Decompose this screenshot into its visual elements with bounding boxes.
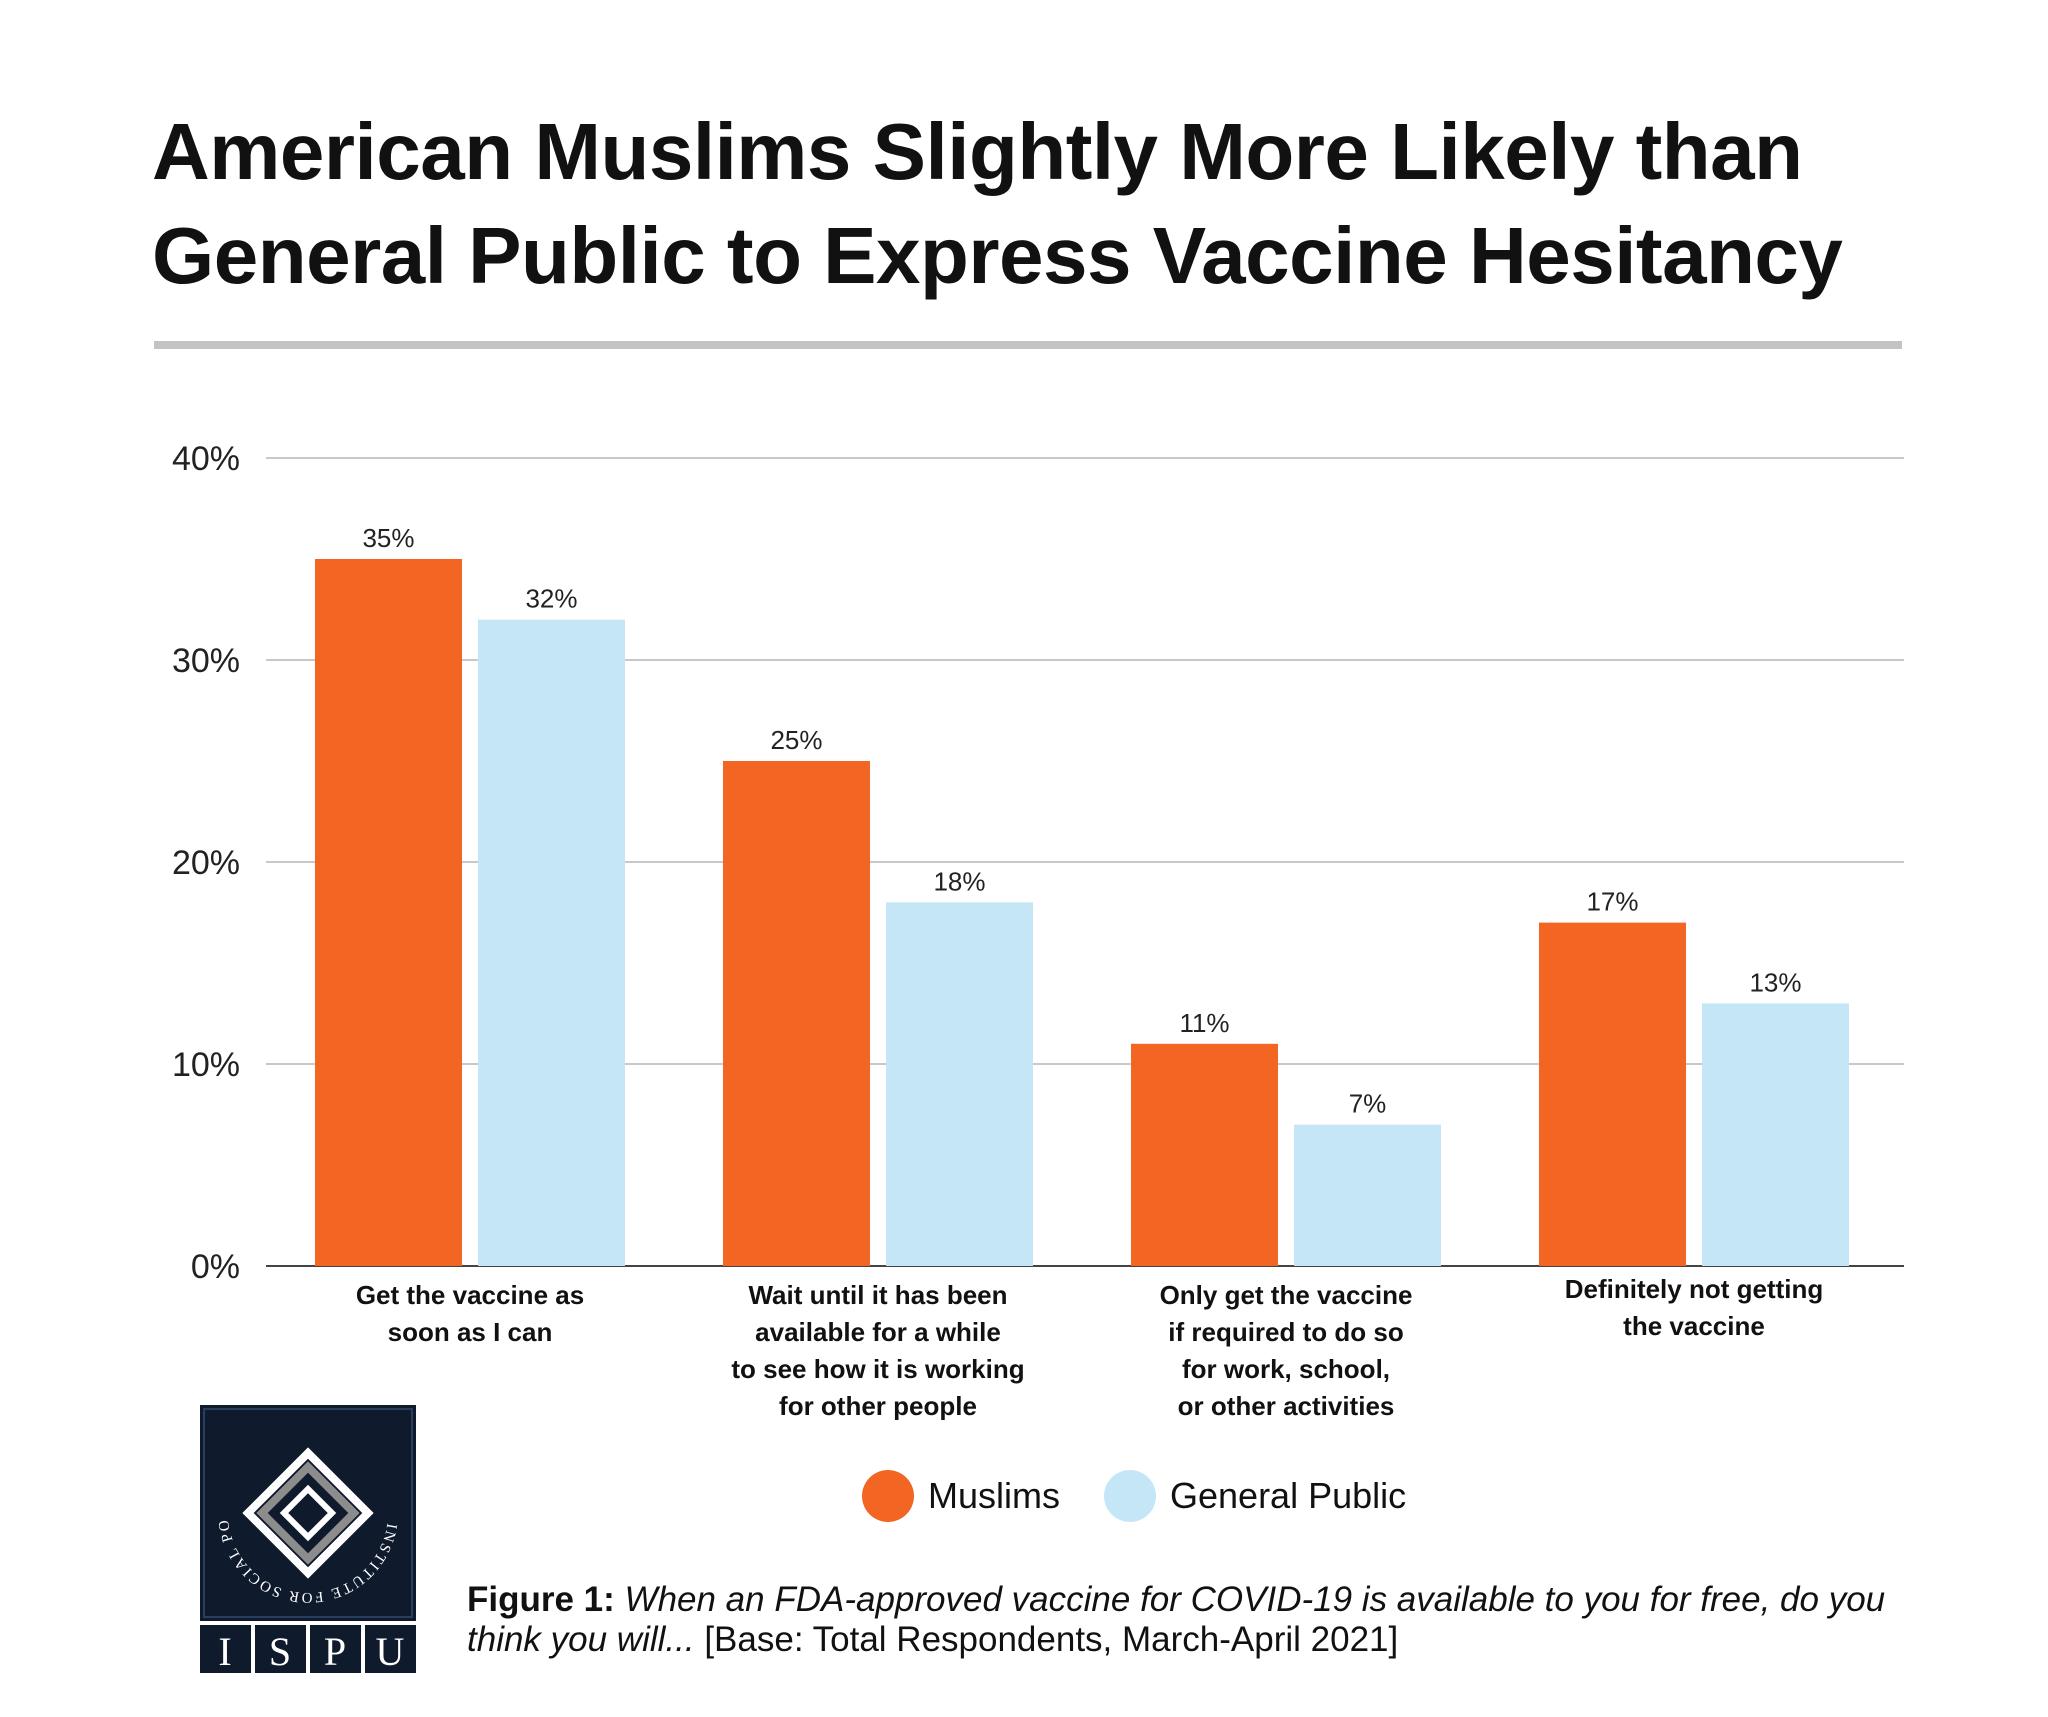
data-label: 13%	[1749, 967, 1801, 997]
data-label: 18%	[933, 866, 985, 896]
y-tick-label: 10%	[172, 1046, 240, 1084]
category-label: the vaccine	[1623, 1311, 1765, 1341]
legend-label-general-public: General Public	[1170, 1475, 1407, 1516]
category-label: Only get the vaccine	[1160, 1280, 1413, 1310]
chart-title: American Muslims Slightly More Likely th…	[152, 100, 1843, 308]
svg-text:U: U	[376, 1629, 405, 1673]
svg-text:P: P	[324, 1629, 346, 1673]
bar-general-public	[1294, 1124, 1441, 1266]
category-label: available for a while	[755, 1317, 1001, 1347]
category-label: if required to do so	[1168, 1317, 1403, 1347]
category-label: Wait until it has been	[748, 1280, 1007, 1310]
y-tick-label: 20%	[172, 844, 240, 882]
title-line-2: General Public to Express Vaccine Hesita…	[152, 211, 1843, 300]
legend-item-general-public: General Public	[1104, 1470, 1406, 1522]
legend-swatch-general-public	[1104, 1470, 1156, 1522]
bar-general-public	[886, 902, 1033, 1266]
y-tick-label: 0%	[191, 1248, 240, 1286]
title-line-1: American Muslims Slightly More Likely th…	[152, 107, 1803, 196]
bar-muslims	[1131, 1043, 1278, 1266]
caption-base: [Base: Total Respondents, March-April 20…	[704, 1620, 1399, 1659]
bar-general-public	[1702, 1003, 1849, 1266]
data-label: 11%	[1179, 1008, 1229, 1038]
category-label: for work, school,	[1182, 1354, 1390, 1384]
category-label: for other people	[779, 1391, 977, 1420]
legend-swatch-muslims	[862, 1470, 914, 1522]
bar-chart: 0% 10% 20% 30% 40% 35% 32% Get the vaccine as so…	[172, 440, 1904, 1420]
legend: Muslims General Public	[862, 1470, 1450, 1522]
bar-muslims	[315, 559, 462, 1266]
svg-text:S: S	[269, 1629, 291, 1673]
category-label: soon as I can	[388, 1317, 553, 1347]
svg-text:I: I	[218, 1629, 231, 1673]
bar-general-public	[478, 619, 625, 1266]
caption-question: When an FDA-approved vaccine for COVID-1…	[467, 1580, 1886, 1659]
y-tick-label: 30%	[172, 642, 240, 680]
data-label: 17%	[1586, 887, 1638, 917]
data-label: 32%	[525, 584, 577, 614]
legend-item-muslims: Muslims	[862, 1470, 1060, 1522]
data-label: 25%	[770, 725, 822, 755]
caption-label: Figure 1:	[467, 1580, 615, 1619]
title-divider	[154, 341, 1902, 349]
category-label: to see how it is working	[731, 1354, 1024, 1384]
data-label: 35%	[362, 523, 414, 553]
y-tick-label: 40%	[172, 440, 240, 478]
bar-muslims	[1539, 922, 1686, 1266]
bar-muslims	[723, 761, 870, 1266]
legend-label-muslims: Muslims	[928, 1475, 1060, 1516]
ispu-logo: INSTITUTE FOR SOCIAL POLICY AND UNDERSTA…	[200, 1405, 416, 1673]
figure-caption: Figure 1: When an FDA-approved vaccine f…	[467, 1580, 1967, 1660]
category-label: Definitely not getting	[1565, 1274, 1824, 1304]
category-label: or other activities	[1178, 1391, 1395, 1420]
data-label: 7%	[1349, 1089, 1387, 1119]
category-label: Get the vaccine as	[356, 1280, 584, 1310]
